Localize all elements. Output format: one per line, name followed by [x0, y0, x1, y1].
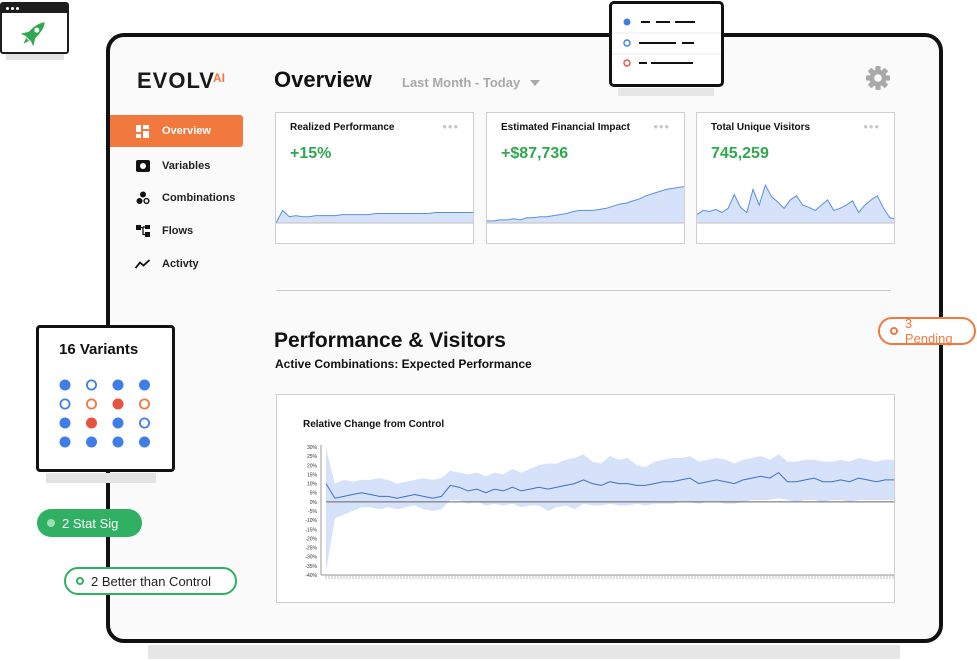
status-dot — [76, 577, 84, 585]
sidebar-item-label: Variables — [162, 160, 211, 172]
y-tick-label: 25% — [307, 454, 318, 460]
more-dots-icon[interactable]: ••• — [442, 119, 459, 134]
card-title: Estimated Financial Impact — [501, 122, 630, 133]
badge-label: 2 Stat Sig — [62, 515, 119, 531]
sparkline-unique-visitors — [697, 183, 894, 224]
kpi-card-financial-impact: Estimated Financial Impact ••• +$87,736 — [486, 112, 685, 244]
variants-shadow — [46, 473, 156, 483]
card-value: 745,259 — [711, 145, 769, 162]
legend-popover — [609, 1, 724, 87]
more-dots-icon[interactable]: ••• — [653, 119, 670, 134]
more-dots-icon[interactable]: ••• — [863, 119, 880, 134]
variant-dot — [139, 379, 150, 391]
variant-dot — [139, 436, 150, 448]
series-line — [325, 471, 894, 499]
gear-icon[interactable] — [864, 64, 892, 97]
flows-icon — [135, 224, 150, 239]
variant-dot — [112, 379, 124, 391]
logo: EVOLV — [137, 68, 215, 93]
chart-title: Relative Change from Control — [303, 419, 445, 430]
status-dot — [890, 327, 898, 335]
y-tick-label: 5% — [310, 491, 318, 497]
card-title: Total Unique Visitors — [711, 122, 811, 133]
status-dot — [47, 519, 55, 527]
y-tick-label: 15% — [307, 472, 318, 478]
y-tick-label: -40% — [305, 573, 317, 579]
dashboard-icon — [135, 124, 150, 139]
sidebar-item-combinations[interactable]: Combinations — [110, 182, 243, 214]
y-tick-label: -20% — [305, 536, 317, 542]
activity-icon — [135, 257, 150, 272]
divider — [276, 290, 891, 291]
card-value: +$87,736 — [501, 145, 569, 162]
variant-dot — [86, 379, 98, 391]
y-tick-label: -25% — [305, 546, 317, 552]
page-title: Overview — [274, 67, 372, 92]
badge-label: 3 Pending — [904, 316, 953, 346]
confidence-band — [326, 448, 894, 572]
sidebar-item-overview[interactable]: Overview — [110, 115, 243, 147]
sidebar-item-label: Combinations — [162, 192, 236, 204]
y-tick-label: -30% — [305, 555, 317, 561]
card-value: +15% — [290, 145, 332, 162]
sidebar-item-label: Activty — [162, 258, 199, 270]
kpi-card-unique-visitors: Total Unique Visitors ••• 745,259 — [696, 112, 895, 244]
y-tick-label: -15% — [305, 527, 317, 533]
sidebar-item-variables[interactable]: Variables — [110, 150, 243, 182]
variant-dot — [86, 398, 98, 410]
kpi-card-realized-performance: Realized Performance ••• +15% — [275, 112, 474, 244]
y-tick-label: 0% — [310, 500, 318, 506]
rocket-icon — [20, 22, 45, 47]
section-subtitle: Active Combinations: Expected Performanc… — [275, 357, 532, 371]
variant-dot — [112, 398, 124, 410]
badge-label: 2 Better than Control — [91, 573, 211, 589]
date-range-select[interactable]: Last Month - Today — [402, 75, 521, 90]
chevron-down-icon[interactable] — [530, 80, 540, 86]
y-tick-label: -5% — [308, 509, 317, 515]
better-than-control-badge[interactable]: 2 Better than Control — [64, 567, 237, 595]
card-title: Realized Performance — [290, 122, 395, 133]
variant-dot — [59, 436, 71, 448]
variant-dot — [139, 398, 151, 410]
sparkline-line — [487, 186, 684, 222]
y-tick-label: 10% — [307, 482, 318, 488]
sidebar-item-label: Flows — [162, 225, 194, 237]
combinations-icon — [135, 191, 150, 206]
variant-dot — [112, 417, 124, 429]
y-tick-label: 30% — [307, 445, 318, 451]
sidebar-item-flows[interactable]: Flows — [110, 215, 243, 247]
sidebar-item-activity[interactable]: Activty — [110, 248, 243, 280]
variant-dot — [59, 398, 71, 410]
variant-dot — [59, 417, 71, 429]
sparkline-line — [276, 209, 473, 224]
variant-dot — [86, 436, 97, 448]
sparkline-line — [697, 183, 894, 219]
sidebar-item-label: Overview — [162, 125, 211, 137]
legend-shadow — [618, 88, 714, 96]
sparkline-financial-impact — [487, 186, 684, 224]
variant-dot — [112, 436, 124, 448]
stat-sig-badge[interactable]: 2 Stat Sig — [37, 509, 142, 537]
variants-title: 16 Variants — [59, 341, 139, 358]
y-tick-label: -10% — [305, 518, 317, 524]
sparkline-realized-performance — [276, 209, 473, 224]
variant-dot — [139, 417, 151, 429]
sparkline-area — [697, 185, 894, 223]
y-tick-label: 20% — [307, 463, 318, 469]
variant-dot — [59, 379, 71, 391]
variant-dot — [86, 417, 97, 429]
browser-window-icon — [0, 2, 69, 54]
variables-icon — [135, 159, 150, 174]
frame-shadow — [148, 645, 900, 659]
section-title: Performance & Visitors — [274, 329, 506, 352]
y-tick-label: -35% — [305, 564, 317, 570]
mini-window-shadow — [6, 54, 64, 60]
sparkline-area — [487, 186, 684, 223]
variants-card — [36, 325, 175, 472]
logo-ai-suffix: AI — [213, 71, 225, 85]
relative-change-chart: 30% 25% 20% 15% 10% 5% 0% -5% -10% -15% -20% -25% -3… — [305, 445, 894, 579]
variant-grid — [59, 379, 151, 448]
pending-badge[interactable]: 3 Pending — [878, 316, 976, 346]
